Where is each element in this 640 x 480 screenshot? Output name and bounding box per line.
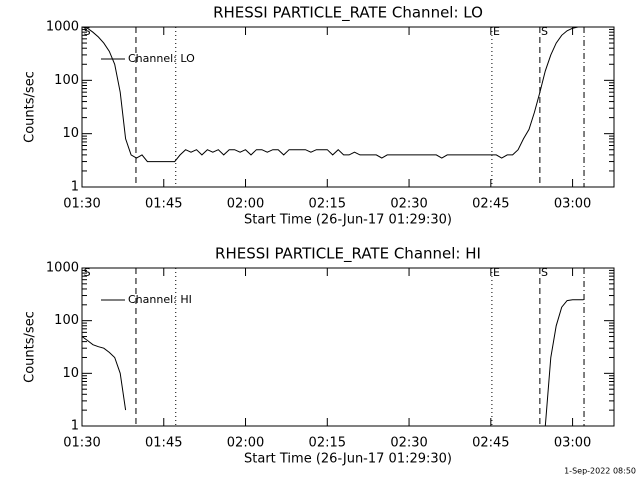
y-axis-label: Counts/sec	[23, 311, 38, 383]
y-axis-label: Counts/sec	[23, 71, 38, 143]
x-tick-label: 01:45	[145, 436, 182, 451]
plot-frame	[81, 267, 615, 427]
y-tick-label: 1	[71, 419, 79, 434]
data-line	[81, 299, 584, 427]
legend-label: Channel: LO	[128, 52, 195, 65]
data-line	[81, 26, 584, 163]
legend-label: Channel: HI	[128, 293, 192, 306]
annotation: S	[84, 266, 91, 279]
y-tick-label: 1	[71, 180, 79, 195]
chart-title: RHESSI PARTICLE_RATE Channel: LO	[213, 4, 483, 23]
x-axis-label: Start Time (26-Jun-17 01:29:30)	[244, 452, 452, 467]
x-tick-label: 02:30	[390, 197, 427, 212]
x-tick-label: 02:00	[227, 436, 264, 451]
x-axis-label: Start Time (26-Jun-17 01:29:30)	[244, 213, 452, 228]
x-tick-label: 01:30	[63, 197, 100, 212]
x-tick-label: 02:00	[227, 197, 264, 212]
y-tick-label: 100	[54, 313, 79, 328]
y-tick-label: 100	[54, 73, 79, 88]
annotation: S	[541, 25, 548, 38]
x-tick-label: 02:15	[309, 197, 346, 212]
x-tick-label: 01:30	[63, 436, 100, 451]
y-tick-label: 1000	[46, 261, 79, 276]
y-tick-label: 1000	[46, 20, 79, 35]
annotation: S	[84, 25, 91, 38]
chart-title: RHESSI PARTICLE_RATE Channel: HI	[215, 245, 481, 264]
x-tick-label: 03:00	[554, 197, 591, 212]
x-tick-label: 02:15	[309, 436, 346, 451]
x-tick-label: 02:45	[472, 436, 509, 451]
footer: 1-Sep-2022 08:50	[564, 467, 636, 476]
plot-frame	[81, 26, 615, 188]
x-tick-label: 02:30	[390, 436, 427, 451]
annotation: E	[493, 266, 500, 279]
x-tick-label: 03:00	[554, 436, 591, 451]
annotation: S	[541, 266, 548, 279]
x-tick-label: 02:45	[472, 197, 509, 212]
y-tick-label: 10	[62, 126, 79, 141]
y-tick-label: 10	[62, 366, 79, 381]
annotation: E	[493, 25, 500, 38]
x-tick-label: 01:45	[145, 197, 182, 212]
